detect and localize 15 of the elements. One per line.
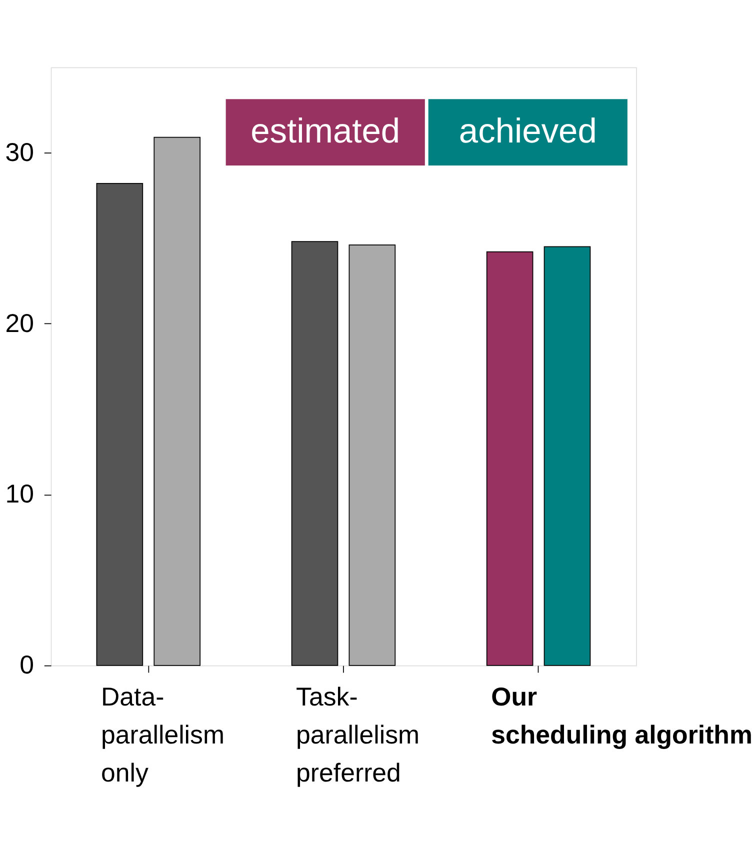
- bar: [291, 241, 338, 666]
- bar: [486, 251, 534, 666]
- x-tick-label: Our scheduling algorithm: [491, 683, 752, 750]
- y-tick-label: 20: [5, 310, 34, 338]
- text: estimated: [250, 112, 400, 151]
- bar: [96, 183, 144, 666]
- text: achieved: [458, 112, 597, 151]
- bar: [348, 244, 396, 666]
- x-tick-label: Data-parallelism only: [100, 683, 224, 788]
- bar: [154, 136, 201, 666]
- bar: [544, 246, 591, 666]
- y-tick-label: 30: [5, 138, 34, 167]
- x-tick-label: Task-parallelism preferred: [296, 683, 420, 788]
- y-tick-label: 10: [5, 480, 34, 509]
- y-tick-label: 0: [20, 652, 34, 680]
